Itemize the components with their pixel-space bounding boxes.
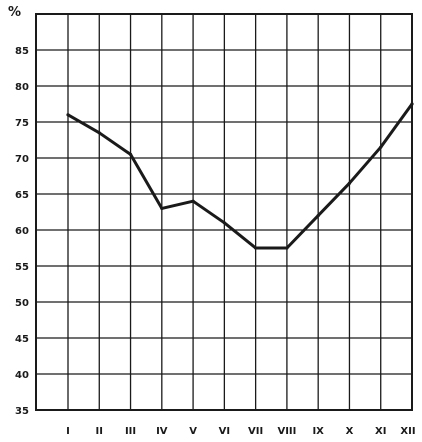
data-point <box>128 152 133 156</box>
x-tick-label: VIII <box>277 426 296 437</box>
x-tick-label: X <box>346 426 354 437</box>
y-tick-label: 70 <box>15 154 29 165</box>
y-tick-label: 40 <box>15 370 29 381</box>
x-tick-label: IX <box>312 426 324 437</box>
x-tick-label: III <box>125 426 136 437</box>
x-tick-label: V <box>189 426 197 437</box>
data-point <box>160 206 164 210</box>
y-axis-ticks: 35 40 45 50 55 60 65 70 75 80 85 <box>15 46 29 417</box>
x-tick-label: XII <box>400 426 415 437</box>
series-line <box>66 102 414 250</box>
y-tick-label: 65 <box>15 190 29 201</box>
y-tick-label: 80 <box>15 82 29 93</box>
data-point <box>347 181 352 185</box>
data-point <box>97 131 101 135</box>
data-point <box>379 145 383 149</box>
x-tick-label: VII <box>248 426 263 437</box>
y-tick-label: 35 <box>15 406 29 417</box>
y-axis-unit-label: % <box>8 5 21 20</box>
data-point <box>191 199 195 203</box>
data-point <box>285 246 289 250</box>
series <box>66 102 414 250</box>
y-tick-label: 75 <box>15 118 29 129</box>
x-tick-label: VI <box>219 426 230 437</box>
data-point <box>254 246 258 250</box>
x-tick-label: I <box>66 426 70 437</box>
data-point <box>316 214 320 218</box>
x-tick-label: IV <box>156 426 168 437</box>
y-tick-label: 55 <box>15 262 29 273</box>
x-axis-ticks: I II III IV V VI VII VIII IX X XI XII <box>66 426 415 437</box>
x-tick-label: XI <box>375 426 386 437</box>
y-tick-label: 60 <box>15 226 29 237</box>
y-tick-label: 85 <box>15 46 29 57</box>
data-point <box>222 221 226 225</box>
plot-frame <box>35 13 413 411</box>
data-point <box>66 113 70 117</box>
x-tick-label: II <box>96 426 103 437</box>
y-tick-label: 45 <box>15 334 29 345</box>
y-tick-label: 50 <box>15 298 29 309</box>
grid <box>36 14 412 410</box>
